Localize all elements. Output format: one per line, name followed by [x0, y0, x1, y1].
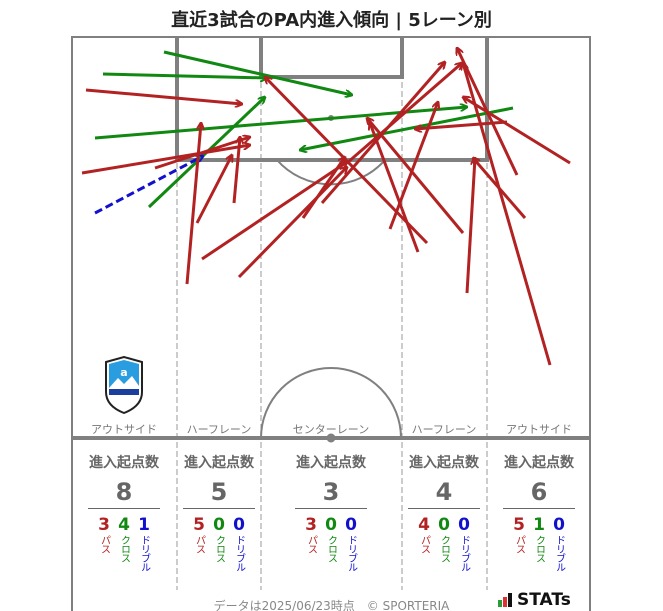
- pass-arrow: [154, 137, 250, 170]
- dribble-label: ドリブル: [233, 535, 245, 571]
- dribble-label: ドリブル: [138, 535, 150, 571]
- pass-arrow: [201, 162, 347, 261]
- pass-count: 5: [193, 515, 205, 535]
- brand-name: STATs: [517, 590, 571, 610]
- cross-label: クロス: [213, 535, 225, 562]
- dribble-arrow: [94, 156, 203, 215]
- pass-arrow: [265, 77, 429, 245]
- pass-arrow: [370, 123, 420, 253]
- stat-header: 進入起点数: [184, 455, 254, 471]
- pass-arrow: [463, 63, 552, 366]
- stat-header: 進入起点数: [89, 455, 159, 471]
- cross-label: クロス: [438, 535, 450, 562]
- stats-brand: STATs: [498, 590, 571, 610]
- pass-count: 4: [418, 515, 430, 535]
- entry-total: 5: [183, 478, 255, 509]
- lane-label: ハーフレーン: [411, 423, 477, 436]
- lane-label: ハーフレーン: [186, 423, 252, 436]
- pass-arrow: [195, 155, 232, 224]
- pass-arrow: [301, 157, 345, 219]
- pass-arrow: [463, 97, 571, 165]
- pass-arrow: [346, 63, 462, 165]
- dribble-label: ドリブル: [553, 535, 565, 571]
- pass-arrow: [185, 123, 201, 285]
- cross-count: 0: [213, 515, 225, 535]
- pass-arrow: [85, 88, 242, 104]
- lane-stats: 進入起点数 8 3 パス 4 クロス 1 ドリブル: [88, 452, 160, 571]
- cross-arrow: [102, 72, 267, 78]
- cross-count: 0: [438, 515, 450, 535]
- cross-count: 4: [118, 515, 130, 535]
- cross-arrow: [94, 107, 467, 140]
- pass-count: 5: [513, 515, 525, 535]
- cross-count: 1: [533, 515, 545, 535]
- entry-total: 8: [88, 478, 160, 509]
- lane-label: アウトサイド: [91, 423, 157, 436]
- pass-label: パス: [513, 535, 525, 553]
- entry-total: 3: [295, 478, 367, 509]
- lane-stats: 進入起点数 6 5 パス 1 クロス 0 ドリブル: [503, 452, 575, 571]
- page-title: 直近3試合のPA内進入傾向 | 5レーン別: [171, 10, 492, 31]
- entry-arrows: [81, 48, 571, 366]
- lane-label: アウトサイド: [506, 423, 572, 436]
- pass-arrow: [415, 120, 508, 129]
- pass-arrow: [367, 118, 465, 234]
- pass-arrow: [81, 145, 250, 175]
- pass-arrow: [465, 158, 475, 294]
- dribble-count: 0: [233, 515, 245, 535]
- team-logo: a: [105, 356, 143, 414]
- pass-label: パス: [418, 535, 430, 553]
- pass-arrow: [237, 167, 347, 279]
- dribble-count: 0: [553, 515, 565, 535]
- stats-logo-icon: [498, 593, 512, 607]
- pass-label: パス: [98, 535, 110, 553]
- pass-count: 3: [98, 515, 110, 535]
- pass-count: 3: [305, 515, 317, 535]
- pass-arrow: [232, 137, 240, 204]
- stat-header: 進入起点数: [504, 455, 574, 471]
- pitch-lines: [71, 36, 591, 611]
- dribble-count: 1: [138, 515, 150, 535]
- dribble-label: ドリブル: [345, 535, 357, 571]
- lane-stats: 進入起点数 3 3 パス 0 クロス 0 ドリブル: [295, 452, 367, 571]
- dribble-count: 0: [458, 515, 470, 535]
- dribble-label: ドリブル: [458, 535, 470, 571]
- svg-text:a: a: [120, 366, 127, 379]
- lane-label: センターレーン: [292, 423, 370, 436]
- entry-total: 4: [408, 478, 480, 509]
- lane-stats: 進入起点数 4 4 パス 0 クロス 0 ドリブル: [408, 452, 480, 571]
- pass-arrow: [388, 102, 438, 230]
- stat-header: 進入起点数: [409, 455, 479, 471]
- cross-label: クロス: [533, 535, 545, 562]
- stat-header: 進入起点数: [296, 455, 366, 471]
- cross-label: クロス: [325, 535, 337, 562]
- entry-total: 6: [503, 478, 575, 509]
- cross-count: 0: [325, 515, 337, 535]
- cross-label: クロス: [118, 535, 130, 562]
- lane-stats: 進入起点数 5 5 パス 0 クロス 0 ドリブル: [183, 452, 255, 571]
- footer-note: データは2025/06/23時点 © SPORTERIA: [213, 599, 450, 611]
- pass-label: パス: [193, 535, 205, 553]
- dribble-count: 0: [345, 515, 357, 535]
- pass-label: パス: [305, 535, 317, 553]
- cross-arrow: [163, 50, 352, 95]
